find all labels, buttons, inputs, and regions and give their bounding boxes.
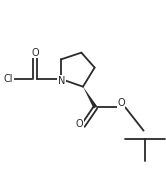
Text: Cl: Cl — [3, 74, 13, 84]
Text: N: N — [58, 76, 65, 86]
Text: O: O — [31, 48, 39, 58]
Text: O: O — [76, 119, 83, 129]
Text: O: O — [117, 98, 125, 108]
Polygon shape — [83, 87, 97, 108]
